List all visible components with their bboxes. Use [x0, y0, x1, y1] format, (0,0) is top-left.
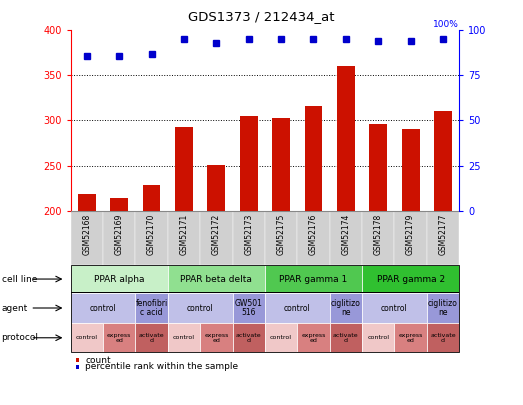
Bar [143, 185, 161, 211]
Text: control: control [76, 335, 98, 340]
Text: percentile rank within the sample: percentile rank within the sample [85, 362, 238, 371]
Bar [110, 198, 128, 211]
Text: control: control [173, 335, 195, 340]
Bar [175, 127, 193, 211]
Text: GDS1373 / 212434_at: GDS1373 / 212434_at [188, 10, 335, 23]
Text: express
ed: express ed [204, 333, 229, 343]
Text: control: control [367, 335, 389, 340]
Text: PPAR beta delta: PPAR beta delta [180, 275, 252, 284]
Text: control: control [89, 303, 116, 313]
Text: 100%: 100% [434, 19, 459, 29]
Text: ciglitizo
ne: ciglitizo ne [428, 298, 458, 318]
Text: activate
d: activate d [333, 333, 359, 343]
Bar [434, 111, 452, 211]
Bar [208, 165, 225, 211]
Text: control: control [187, 303, 213, 313]
Text: PPAR gamma 1: PPAR gamma 1 [279, 275, 348, 284]
Text: fenofibri
c acid: fenofibri c acid [135, 298, 168, 318]
Bar [369, 124, 387, 211]
Bar [78, 194, 96, 211]
Text: activate
d: activate d [430, 333, 456, 343]
Text: cell line: cell line [2, 275, 37, 284]
Text: express
ed: express ed [301, 333, 326, 343]
Text: agent: agent [2, 303, 28, 313]
Text: activate
d: activate d [236, 333, 262, 343]
Text: control: control [270, 335, 292, 340]
Text: count: count [85, 356, 111, 365]
Bar [337, 66, 355, 211]
Bar [240, 116, 258, 211]
Text: express
ed: express ed [399, 333, 423, 343]
Text: protocol: protocol [2, 333, 39, 342]
Text: ciglitizo
ne: ciglitizo ne [331, 298, 361, 318]
Text: activate
d: activate d [139, 333, 164, 343]
Text: GW501
516: GW501 516 [235, 298, 263, 318]
Text: PPAR alpha: PPAR alpha [94, 275, 144, 284]
Text: express
ed: express ed [107, 333, 131, 343]
Text: control: control [284, 303, 311, 313]
Bar [304, 106, 322, 211]
Text: PPAR gamma 2: PPAR gamma 2 [377, 275, 445, 284]
Text: control: control [381, 303, 408, 313]
Bar [272, 118, 290, 211]
Bar [402, 130, 419, 211]
